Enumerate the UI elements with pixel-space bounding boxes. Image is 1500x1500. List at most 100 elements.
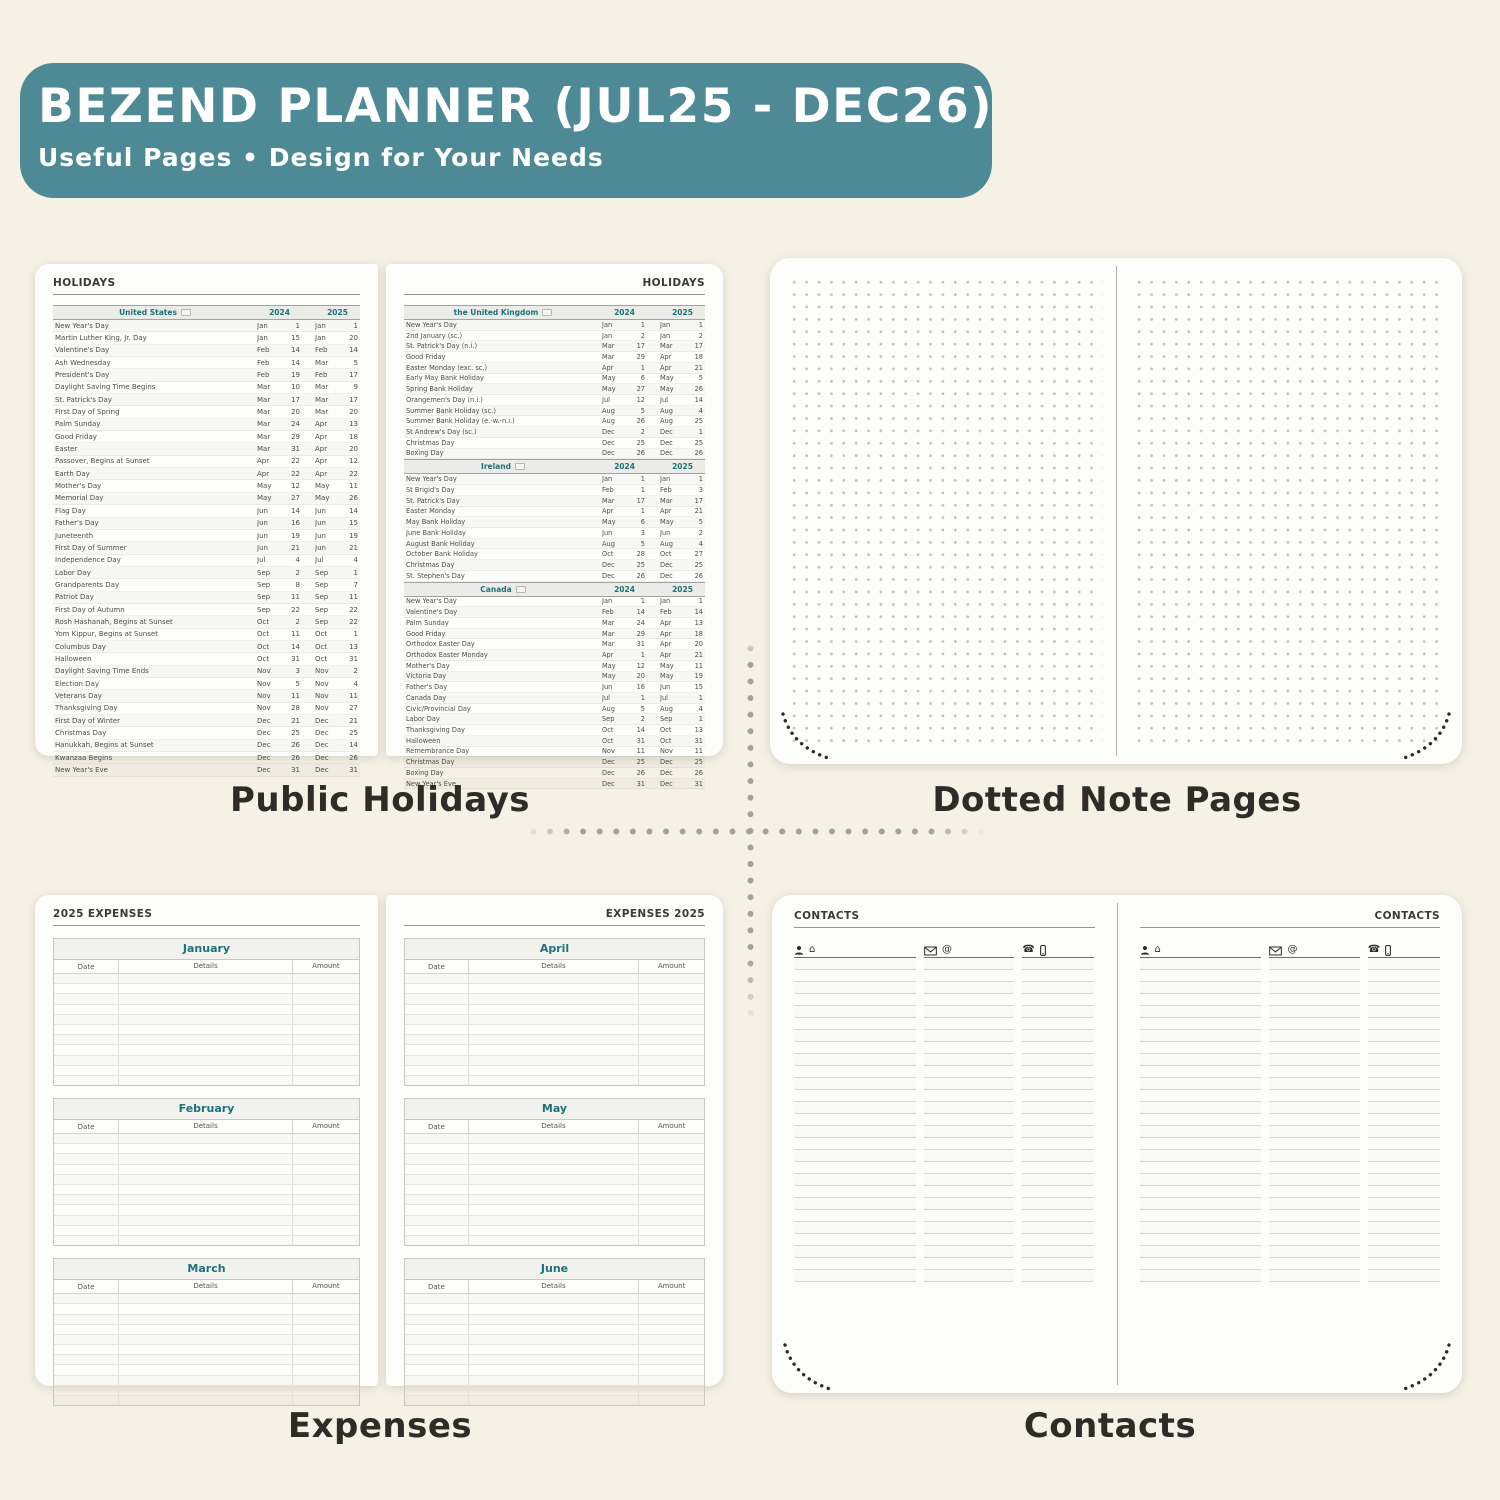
holiday-day-2024: 27	[636, 385, 645, 394]
holiday-day-2024: 24	[636, 618, 645, 627]
holidays-left-page: HOLIDAYS United States 2024 2025 New Year's…	[35, 264, 378, 777]
holiday-month-2024: Dec	[602, 560, 615, 569]
dot-grid-right-page	[1129, 274, 1447, 748]
holiday-row: June Bank Holiday Jun 3 Jun 2	[404, 528, 705, 539]
holiday-month-2024: Mar	[257, 383, 271, 392]
expense-empty-cell	[638, 1304, 704, 1314]
expense-empty-cell	[405, 1015, 468, 1024]
holiday-month-2024: Apr	[257, 457, 270, 466]
expense-empty-row	[54, 1024, 359, 1036]
holiday-day-2024: 22	[291, 605, 300, 614]
holiday-name: June Bank Holiday	[406, 528, 466, 537]
holiday-name: First Day of Spring	[55, 408, 120, 417]
expense-empty-row	[54, 1154, 359, 1165]
holiday-row: Orthodox Easter Monday Apr 1 Apr 21	[404, 650, 705, 661]
expense-month-table: February Date Details Amount	[53, 1098, 360, 1247]
holiday-month-2024: Jun	[257, 543, 268, 552]
holiday-day-2024: 1	[640, 475, 645, 484]
expense-empty-cell	[638, 1385, 704, 1395]
expense-empty-cell	[405, 1396, 468, 1405]
holiday-row: New Year's Eve Dec 31 Dec 31	[53, 764, 360, 777]
holiday-month-2024: Jul	[602, 693, 610, 702]
holiday-name: Daylight Saving Time Begins	[55, 383, 156, 392]
mobile-icon	[1039, 945, 1046, 956]
holiday-day-2024: 5	[295, 679, 300, 688]
holiday-day-2025: 11	[694, 661, 703, 670]
expense-empty-cell	[405, 1315, 468, 1324]
holiday-month-2024: Sep	[257, 593, 271, 602]
holiday-day-2024: 2	[640, 331, 645, 340]
expense-empty-cell	[467, 1075, 638, 1086]
holiday-day-2025: 14	[349, 346, 358, 355]
holiday-day-2024: 26	[636, 449, 645, 458]
country-label: Ireland	[404, 462, 602, 471]
holiday-month-2025: May	[660, 672, 674, 681]
expense-empty-cell	[291, 1324, 359, 1334]
holiday-day-2024: 31	[291, 445, 300, 454]
holiday-day-2025: 1	[353, 568, 358, 577]
holiday-month-2024: Jan	[602, 331, 613, 340]
expense-empty-row	[54, 1144, 359, 1155]
holiday-month-2025: Dec	[660, 779, 673, 788]
holiday-day-2025: 4	[698, 704, 703, 713]
vertical-dotted-separator	[746, 636, 755, 1036]
expense-empty-cell	[54, 1335, 118, 1344]
expense-empty-cell	[638, 1225, 704, 1235]
holiday-row: Thanksgiving Day Oct 14 Oct 13	[404, 725, 705, 736]
column-header: Date	[77, 1282, 95, 1291]
expense-empty-cell	[467, 1225, 638, 1235]
holiday-day-2024: 11	[291, 630, 300, 639]
expense-empty-cell	[467, 994, 638, 1004]
holiday-day-2025: 20	[349, 334, 358, 343]
holiday-row: Boxing Day Dec 26 Dec 26	[404, 449, 705, 460]
holiday-day-2024: 14	[636, 608, 645, 617]
holiday-name: Orthodox Easter Monday	[406, 650, 488, 659]
holiday-name: Labor Day	[55, 568, 91, 577]
holiday-month-2025: Jun	[315, 519, 326, 528]
expense-empty-row	[405, 1314, 704, 1325]
expenses-page-title: EXPENSES 2025	[605, 908, 705, 920]
holiday-row: Christmas Day Dec 25 Dec 25	[404, 560, 705, 571]
holiday-row: Palm Sunday Mar 24 Apr 13	[53, 419, 360, 432]
holiday-row: Orangemen's Day (n.i.) Jul 12 Jul 14	[404, 395, 705, 406]
holiday-day-2025: 26	[694, 385, 703, 394]
expense-empty-row	[54, 1075, 359, 1086]
expense-tables-jan-mar: January Date Details Amount February Date Deta…	[53, 938, 360, 1407]
contact-column: ☎	[1367, 941, 1440, 1282]
holiday-day-2024: 8	[295, 580, 300, 589]
expense-empty-cell	[405, 1376, 468, 1385]
contacts-left-page: CONTACTS ⌂ @ ☎	[772, 895, 1117, 1393]
holiday-day-2024: 14	[291, 358, 300, 367]
holiday-month-2025: Dec	[660, 428, 673, 437]
expense-empty-cell	[291, 1385, 359, 1395]
phone-icon: ☎	[1367, 944, 1381, 955]
holiday-day-2024: 22	[291, 457, 300, 466]
holiday-month-2025: Apr	[315, 457, 328, 466]
country-name: the United Kingdom	[453, 308, 539, 317]
holiday-day-2025: 25	[349, 729, 358, 738]
caption-contacts: Contacts	[1023, 1406, 1197, 1446]
contact-column: ⌂	[794, 941, 916, 1282]
holiday-month-2025: Apr	[315, 420, 328, 429]
holiday-row: Orthodox Easter Day Mar 31 Apr 20	[404, 639, 705, 651]
holiday-name: St Brigid's Day	[406, 485, 455, 494]
holiday-month-2024: Sep	[257, 580, 271, 589]
holiday-day-2025: 27	[694, 550, 703, 559]
expense-empty-cell	[54, 1376, 118, 1385]
mail-icon	[924, 946, 937, 956]
holiday-name: Valentine's Day	[406, 608, 458, 617]
phone-icon: ☎	[1022, 944, 1035, 955]
holiday-month-2024: May	[602, 385, 616, 394]
holiday-day-2024: 1	[640, 320, 645, 329]
expense-empty-cell	[405, 1294, 468, 1303]
holiday-month-2025: May	[315, 494, 330, 503]
holiday-month-2025: Dec	[660, 438, 673, 447]
year-column-header: 2025	[672, 308, 693, 317]
expense-month-table: January Date Details Amount	[53, 938, 360, 1087]
expense-empty-cell	[54, 1236, 118, 1245]
canada-flag-icon	[515, 585, 526, 593]
expense-empty-row	[54, 1004, 359, 1015]
expense-empty-row	[54, 1174, 359, 1185]
contact-column: ☎	[1022, 941, 1095, 1282]
holiday-month-2024: Jul	[257, 556, 266, 565]
